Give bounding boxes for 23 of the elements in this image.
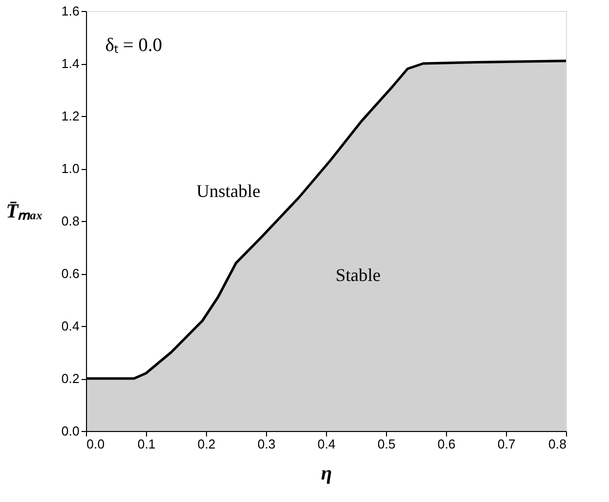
annotation: Unstable — [196, 181, 260, 202]
y-tick-label: 0.0 — [61, 424, 80, 438]
y-tick-label: 0.4 — [61, 318, 80, 334]
x-tick-label: 0.6 — [437, 436, 456, 452]
y-tick-label: 0.6 — [61, 266, 80, 281]
x-tick-label: 0.3 — [257, 436, 276, 452]
x-tick-label: 0.0 — [86, 436, 105, 452]
y-tick-label: 1.0 — [61, 161, 80, 176]
x-tick-label: 0.7 — [497, 436, 516, 452]
y-tick-label: 0.2 — [61, 371, 80, 386]
x-tick-label: 0.8 — [548, 436, 566, 452]
annotation: δₜ = 0.0 — [105, 35, 162, 56]
y-tick-label: 0.8 — [61, 214, 80, 228]
x-tick-label: 0.2 — [197, 436, 216, 452]
x-tick-label: 0.1 — [137, 436, 156, 452]
x-axis-title: η — [321, 462, 332, 484]
y-axis-title: T̄ₘₐₓ — [6, 200, 43, 222]
annotation: Stable — [336, 265, 381, 286]
y-tick-label: 1.4 — [61, 56, 80, 71]
x-tick-label: 0.4 — [317, 436, 336, 452]
y-tick-label: 1.6 — [61, 4, 80, 18]
y-tick-label: 1.2 — [61, 108, 80, 124]
x-tick-label: 0.5 — [377, 436, 396, 452]
